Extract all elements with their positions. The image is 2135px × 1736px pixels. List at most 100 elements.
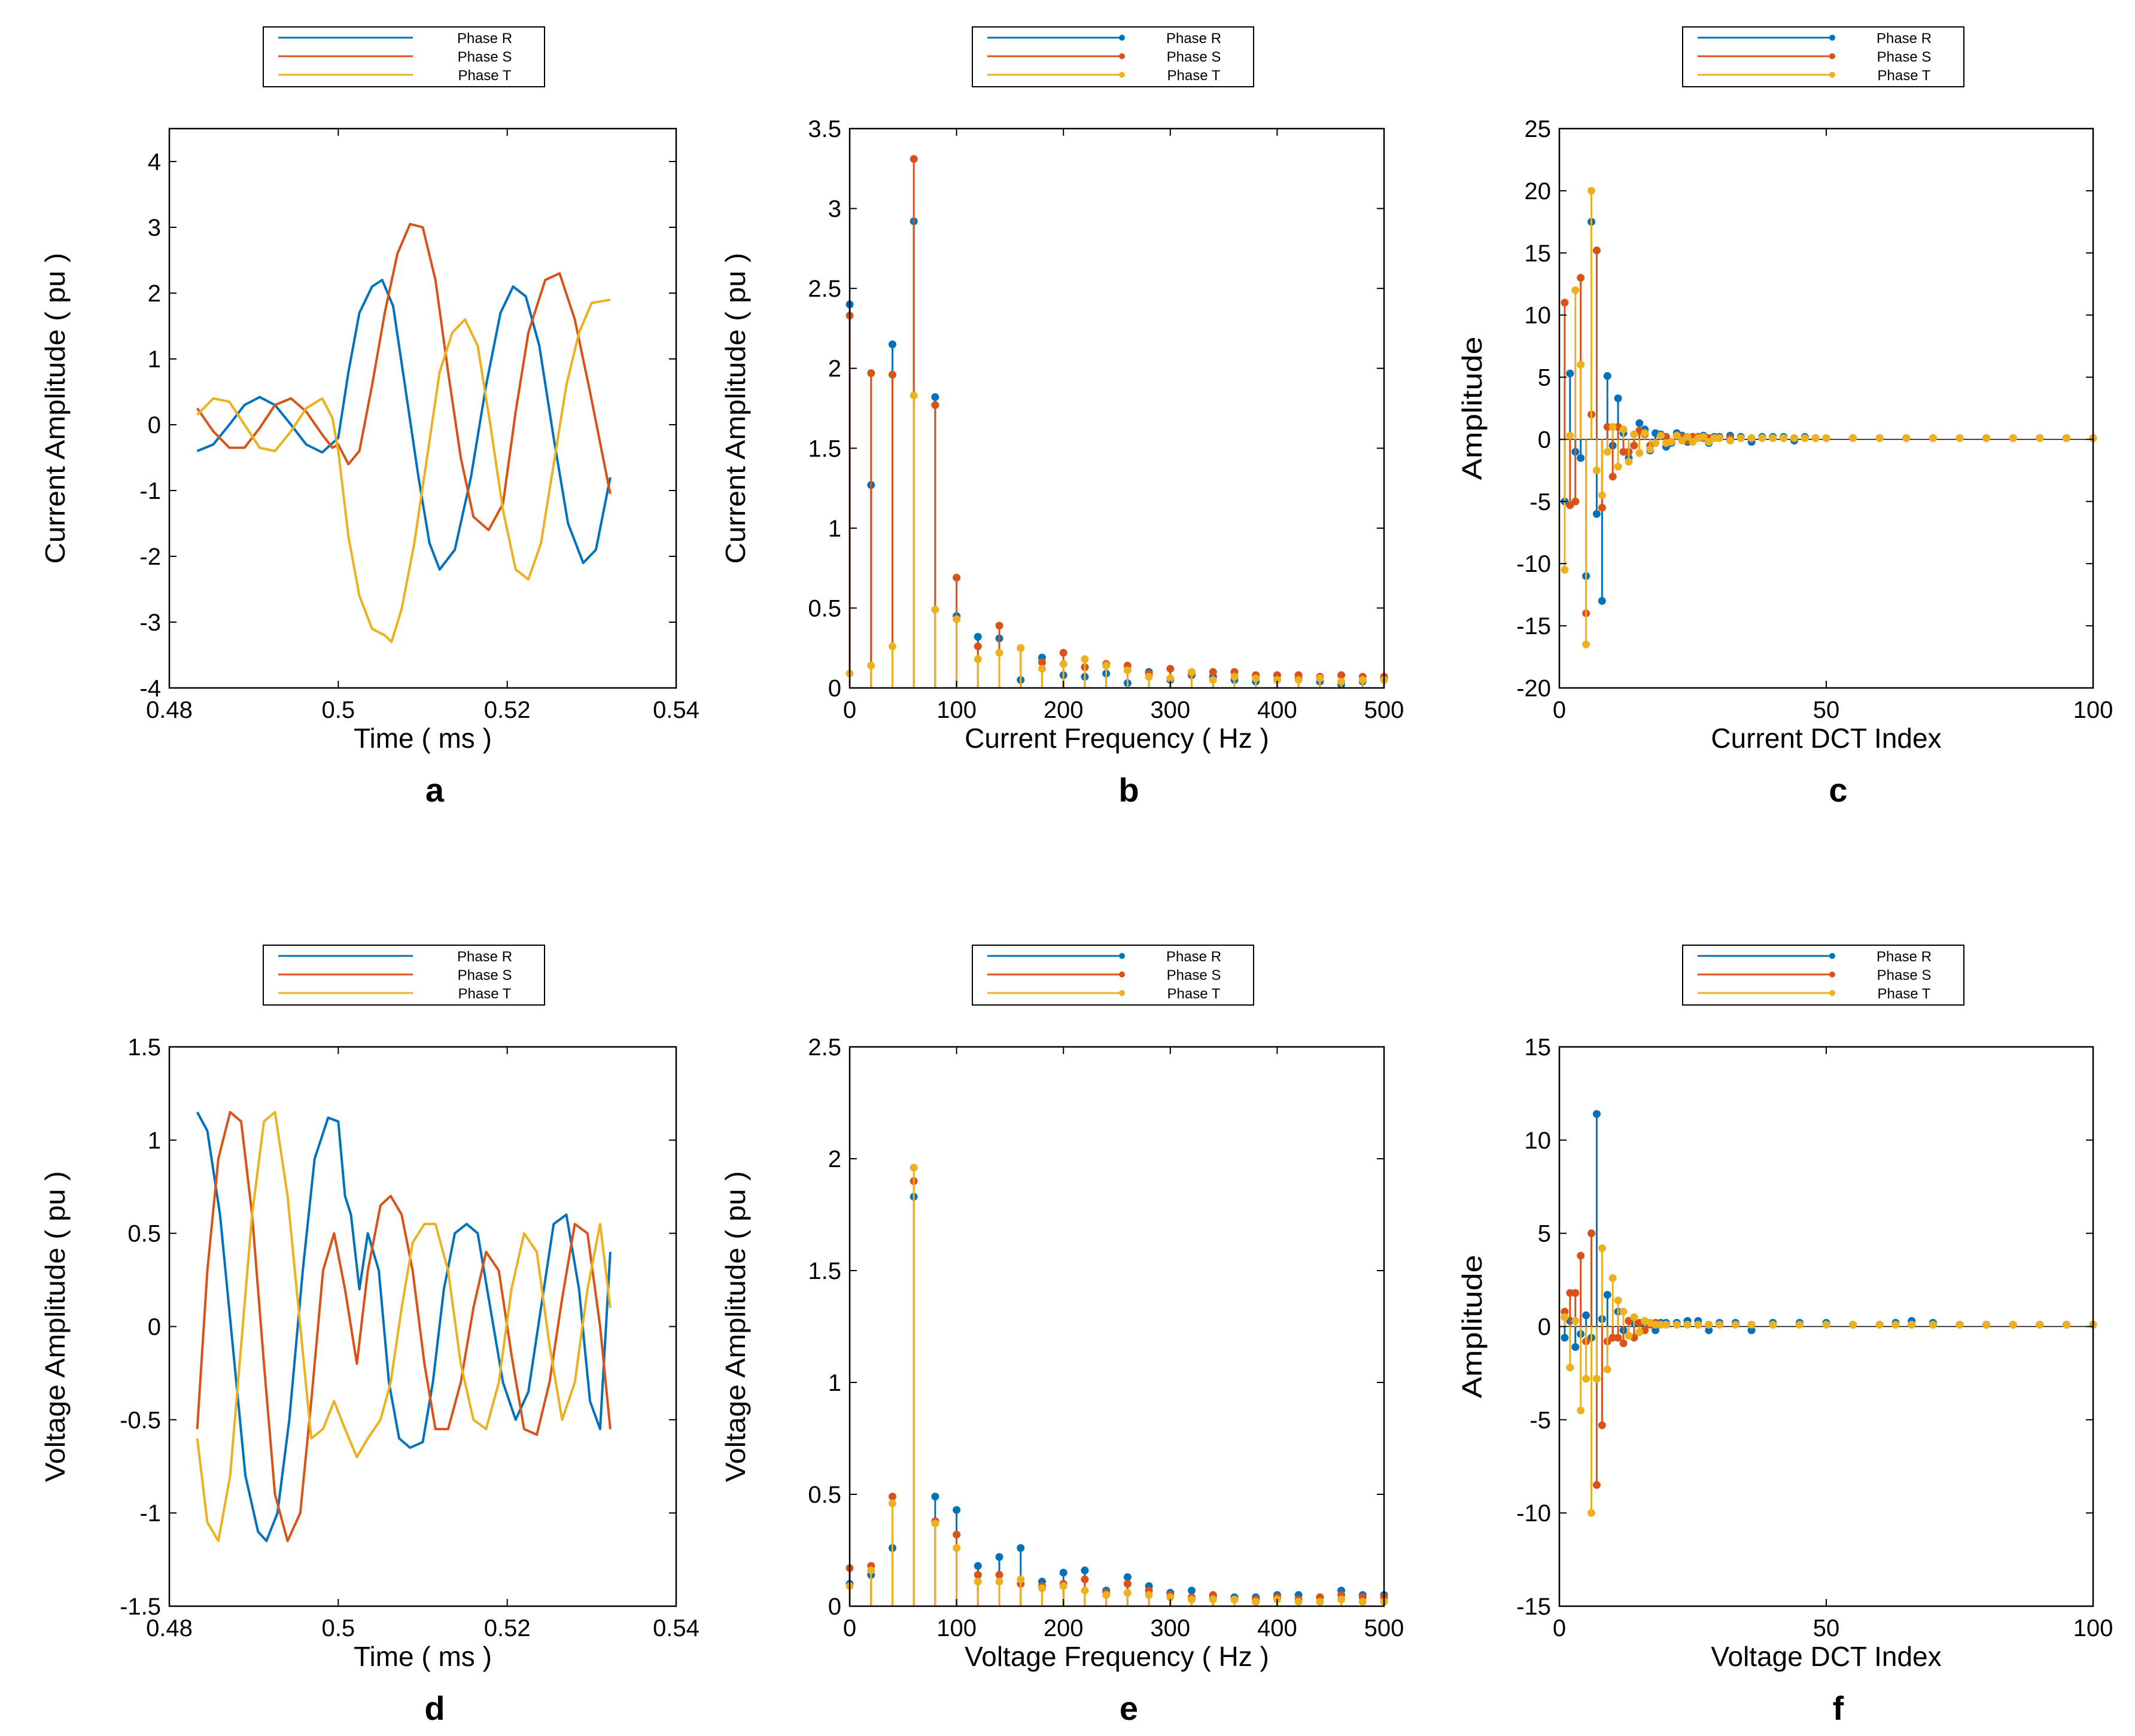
legend-entry: Phase R	[1877, 31, 1932, 47]
axes-box	[848, 127, 1385, 689]
stem-marker-phase-s	[1561, 1308, 1569, 1316]
stem-marker-phase-t	[1716, 1320, 1724, 1329]
x-tick-label: 50	[1813, 1615, 1840, 1641]
legend-marker	[1829, 953, 1835, 959]
stem-marker-phase-t	[1608, 423, 1617, 431]
stem-marker-phase-t	[1017, 1575, 1025, 1583]
stem-marker-phase-t	[1619, 1308, 1628, 1316]
x-tick-label: 0.48	[146, 1615, 193, 1641]
stem-marker-phase-t	[1625, 1332, 1633, 1340]
stem-marker-phase-t	[2009, 434, 2017, 442]
stem-marker-phase-t	[1769, 1320, 1777, 1329]
stem-marker-phase-t	[2036, 434, 2044, 442]
stem-marker-phase-r	[1561, 1333, 1569, 1342]
stem-marker-phase-t	[1587, 187, 1596, 195]
legend-entry: Phase S	[1167, 49, 1221, 65]
axes-box	[848, 1046, 1385, 1607]
stem-marker-phase-s	[995, 1571, 1003, 1579]
x-tick-label: 0.5	[322, 697, 355, 723]
series-line-phase-r	[196, 279, 612, 571]
legend-entry: Phase T	[1167, 68, 1221, 84]
stem-marker-phase-t	[1891, 1320, 1900, 1329]
stem-marker-phase-t	[1577, 1406, 1585, 1415]
y-axis-label: Amplitude	[1456, 337, 1488, 480]
stem-marker-phase-t	[1582, 640, 1590, 648]
y-tick-label: 0.5	[808, 1482, 841, 1508]
y-axis-label: Amplitude	[1456, 1255, 1488, 1399]
legend-marker	[1829, 990, 1835, 996]
stem-marker-phase-t	[910, 391, 918, 400]
stem-marker-phase-t	[1672, 431, 1681, 440]
stem-marker-phase-r	[1081, 1566, 1089, 1574]
stem-marker-phase-t	[995, 1577, 1003, 1586]
stem-marker-phase-t	[867, 662, 875, 670]
legend-marker	[1829, 35, 1835, 41]
y-tick-label: -5	[1529, 489, 1551, 515]
stem-marker-phase-s	[1571, 497, 1580, 505]
stem-marker-phase-t	[1358, 1598, 1367, 1606]
legend-entry: Phase R	[1166, 31, 1221, 47]
axes-box	[1558, 127, 2094, 689]
y-tick-label: -1.5	[120, 1594, 161, 1620]
plot-data	[1561, 187, 2097, 648]
y-tick-label: 0	[1538, 1314, 1551, 1341]
stem-marker-phase-r	[974, 633, 982, 641]
legend-marker	[1119, 35, 1125, 41]
stem-marker-phase-t	[1598, 1244, 1606, 1253]
stem-marker-phase-t	[1656, 1320, 1665, 1329]
y-tick-label: 0.5	[808, 595, 841, 622]
y-tick-label: 1	[148, 1128, 161, 1154]
y-tick-label: 10	[1525, 303, 1552, 329]
legend: Phase R Phase S Phase T	[263, 945, 545, 1006]
x-tick-label: 200	[1044, 697, 1084, 723]
x-tick-label: 0	[843, 1615, 856, 1641]
stem-marker-phase-t	[1614, 462, 1622, 471]
stem-marker-phase-t	[1145, 1591, 1153, 1599]
stem-marker-phase-t	[1081, 655, 1089, 663]
plot-data	[846, 155, 1388, 689]
y-tick-label: 15	[1525, 1034, 1552, 1061]
stem-marker-phase-t	[1875, 1320, 1884, 1329]
x-tick-label: 100	[2073, 697, 2113, 723]
stem-marker-phase-t	[1955, 434, 1964, 442]
stem-marker-phase-r	[1614, 394, 1622, 403]
stem-marker-phase-r	[931, 1493, 939, 1501]
y-tick-label: 2	[148, 281, 161, 307]
stem-marker-phase-s	[1592, 1481, 1601, 1489]
stem-marker-phase-t	[1758, 434, 1766, 442]
legend-marker	[1119, 53, 1125, 59]
stem-marker-phase-t	[1667, 438, 1675, 446]
stem-marker-phase-s	[1123, 1580, 1132, 1588]
legend-marker	[1829, 72, 1835, 78]
x-tick-label: 300	[1150, 697, 1190, 723]
plot-data	[846, 1164, 1388, 1606]
x-tick-label: 0.48	[146, 697, 193, 723]
stem-marker-phase-t	[1145, 672, 1153, 681]
stem-marker-phase-t	[1188, 1595, 1196, 1604]
stem-marker-phase-t	[1683, 433, 1692, 441]
y-tick-label: -2	[139, 544, 161, 570]
stem-marker-phase-t	[1699, 433, 1708, 441]
x-axis-label: Time ( ms )	[354, 723, 492, 754]
x-tick-label: 0	[1553, 1615, 1566, 1641]
stem-marker-phase-t	[2062, 434, 2070, 442]
stem-marker-phase-t	[1598, 491, 1606, 500]
stem-marker-phase-t	[2036, 1320, 2044, 1329]
y-tick-label: -15	[1516, 613, 1551, 639]
stem-marker-phase-r	[1598, 597, 1606, 605]
legend: Phase R Phase S Phase T	[972, 945, 1254, 1006]
legend-marker	[1829, 53, 1835, 59]
stem-marker-phase-s	[1081, 1575, 1089, 1583]
stem-marker-phase-t	[1166, 674, 1175, 683]
legend-entry: Phase R	[1877, 949, 1932, 965]
stem-marker-phase-t	[1875, 434, 1884, 442]
stem-marker-phase-r	[1188, 1586, 1196, 1595]
stem-marker-phase-t	[1252, 1598, 1260, 1606]
legend: Phase R Phase S Phase T	[263, 26, 545, 87]
stem-marker-phase-t	[953, 1544, 961, 1552]
legend-marker	[1119, 971, 1125, 977]
stem-marker-phase-t	[1017, 644, 1025, 652]
stem-marker-phase-t	[2062, 1320, 2070, 1329]
x-tick-label: 0	[1553, 697, 1566, 723]
stem-marker-phase-t	[1102, 1591, 1111, 1599]
